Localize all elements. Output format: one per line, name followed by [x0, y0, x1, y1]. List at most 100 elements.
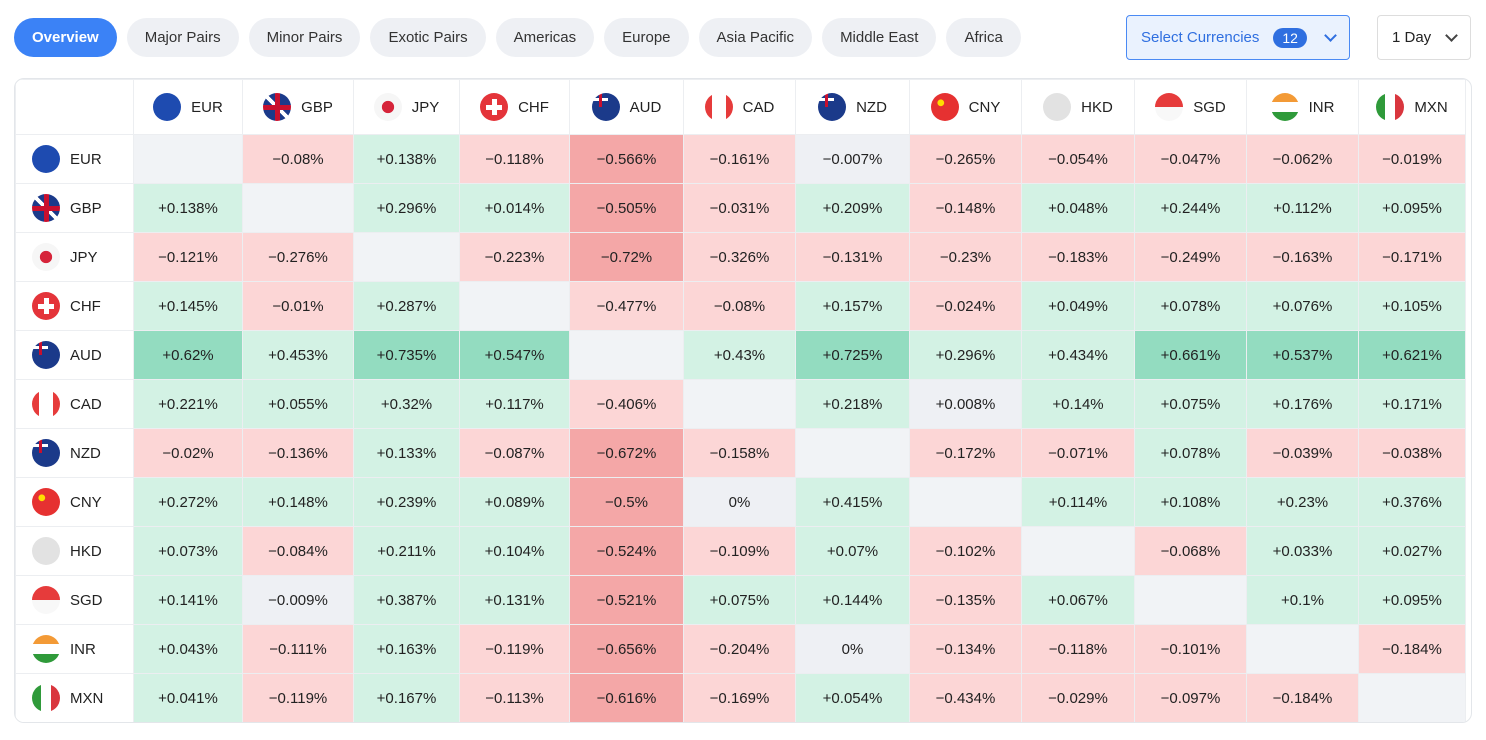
- change-cell[interactable]: +0.661%: [1134, 330, 1247, 380]
- change-cell[interactable]: +0.048%: [1021, 183, 1135, 233]
- change-cell[interactable]: +0.296%: [909, 330, 1022, 380]
- change-cell[interactable]: +0.067%: [1021, 575, 1135, 625]
- change-cell[interactable]: +0.453%: [242, 330, 354, 380]
- change-cell[interactable]: −0.148%: [909, 183, 1022, 233]
- change-cell[interactable]: −0.23%: [909, 232, 1022, 282]
- change-cell[interactable]: −0.169%: [683, 673, 796, 722]
- change-cell[interactable]: +0.176%: [1246, 379, 1359, 429]
- change-cell[interactable]: +0.041%: [133, 673, 243, 722]
- change-cell[interactable]: −0.02%: [133, 428, 243, 478]
- change-cell[interactable]: −0.184%: [1358, 624, 1466, 674]
- change-cell[interactable]: +0.415%: [795, 477, 910, 527]
- change-cell[interactable]: −0.039%: [1246, 428, 1359, 478]
- change-cell[interactable]: +0.117%: [459, 379, 570, 429]
- change-cell[interactable]: +0.735%: [353, 330, 460, 380]
- change-cell[interactable]: +0.055%: [242, 379, 354, 429]
- change-cell[interactable]: −0.084%: [242, 526, 354, 576]
- change-cell[interactable]: +0.144%: [795, 575, 910, 625]
- change-cell[interactable]: +0.62%: [133, 330, 243, 380]
- change-cell[interactable]: −0.184%: [1246, 673, 1359, 722]
- change-cell[interactable]: −0.158%: [683, 428, 796, 478]
- change-cell[interactable]: −0.249%: [1134, 232, 1247, 282]
- change-cell[interactable]: −0.223%: [459, 232, 570, 282]
- change-cell[interactable]: −0.118%: [1021, 624, 1135, 674]
- change-cell[interactable]: −0.406%: [569, 379, 684, 429]
- change-cell[interactable]: −0.019%: [1358, 134, 1466, 184]
- change-cell[interactable]: +0.07%: [795, 526, 910, 576]
- change-cell[interactable]: −0.434%: [909, 673, 1022, 722]
- change-cell[interactable]: 0%: [795, 624, 910, 674]
- change-cell[interactable]: −0.566%: [569, 134, 684, 184]
- change-cell[interactable]: +0.112%: [1246, 183, 1359, 233]
- change-cell[interactable]: −0.163%: [1246, 232, 1359, 282]
- change-cell[interactable]: +0.14%: [1021, 379, 1135, 429]
- change-cell[interactable]: −0.024%: [909, 281, 1022, 331]
- change-cell[interactable]: +0.1%: [1246, 575, 1359, 625]
- change-cell[interactable]: −0.326%: [683, 232, 796, 282]
- change-cell[interactable]: −0.071%: [1021, 428, 1135, 478]
- change-cell[interactable]: +0.171%: [1358, 379, 1466, 429]
- change-cell[interactable]: −0.121%: [133, 232, 243, 282]
- change-cell[interactable]: −0.047%: [1134, 134, 1247, 184]
- change-cell[interactable]: −0.616%: [569, 673, 684, 722]
- tab[interactable]: Overview: [14, 18, 117, 57]
- change-cell[interactable]: −0.172%: [909, 428, 1022, 478]
- change-cell[interactable]: −0.009%: [242, 575, 354, 625]
- change-cell[interactable]: −0.08%: [242, 134, 354, 184]
- change-cell[interactable]: +0.376%: [1358, 477, 1466, 527]
- change-cell[interactable]: −0.118%: [459, 134, 570, 184]
- change-cell[interactable]: −0.062%: [1246, 134, 1359, 184]
- change-cell[interactable]: +0.138%: [133, 183, 243, 233]
- change-cell[interactable]: +0.244%: [1134, 183, 1247, 233]
- change-cell[interactable]: +0.138%: [353, 134, 460, 184]
- change-cell[interactable]: −0.119%: [459, 624, 570, 674]
- change-cell[interactable]: +0.148%: [242, 477, 354, 527]
- change-cell[interactable]: +0.141%: [133, 575, 243, 625]
- change-cell[interactable]: +0.075%: [1134, 379, 1247, 429]
- change-cell[interactable]: +0.167%: [353, 673, 460, 722]
- change-cell[interactable]: +0.296%: [353, 183, 460, 233]
- change-cell[interactable]: +0.434%: [1021, 330, 1135, 380]
- change-cell[interactable]: +0.095%: [1358, 575, 1466, 625]
- change-cell[interactable]: −0.08%: [683, 281, 796, 331]
- change-cell[interactable]: +0.211%: [353, 526, 460, 576]
- change-cell[interactable]: +0.104%: [459, 526, 570, 576]
- change-cell[interactable]: −0.276%: [242, 232, 354, 282]
- change-cell[interactable]: +0.32%: [353, 379, 460, 429]
- change-cell[interactable]: +0.43%: [683, 330, 796, 380]
- change-cell[interactable]: +0.033%: [1246, 526, 1359, 576]
- period-select[interactable]: 1 Day: [1377, 15, 1471, 60]
- change-cell[interactable]: −0.109%: [683, 526, 796, 576]
- tab[interactable]: Exotic Pairs: [370, 18, 486, 57]
- change-cell[interactable]: +0.287%: [353, 281, 460, 331]
- change-cell[interactable]: −0.01%: [242, 281, 354, 331]
- change-cell[interactable]: +0.014%: [459, 183, 570, 233]
- change-cell[interactable]: −0.656%: [569, 624, 684, 674]
- change-cell[interactable]: −0.119%: [242, 673, 354, 722]
- change-cell[interactable]: +0.221%: [133, 379, 243, 429]
- change-cell[interactable]: +0.23%: [1246, 477, 1359, 527]
- change-cell[interactable]: −0.171%: [1358, 232, 1466, 282]
- change-cell[interactable]: −0.524%: [569, 526, 684, 576]
- change-cell[interactable]: +0.547%: [459, 330, 570, 380]
- change-cell[interactable]: +0.239%: [353, 477, 460, 527]
- change-cell[interactable]: −0.265%: [909, 134, 1022, 184]
- change-cell[interactable]: +0.387%: [353, 575, 460, 625]
- tab[interactable]: Europe: [604, 18, 689, 57]
- tab[interactable]: Africa: [946, 18, 1021, 57]
- change-cell[interactable]: −0.031%: [683, 183, 796, 233]
- change-cell[interactable]: +0.537%: [1246, 330, 1359, 380]
- change-cell[interactable]: −0.505%: [569, 183, 684, 233]
- tab[interactable]: Americas: [495, 18, 595, 57]
- change-cell[interactable]: −0.087%: [459, 428, 570, 478]
- change-cell[interactable]: +0.073%: [133, 526, 243, 576]
- change-cell[interactable]: +0.272%: [133, 477, 243, 527]
- change-cell[interactable]: +0.027%: [1358, 526, 1466, 576]
- change-cell[interactable]: −0.72%: [569, 232, 684, 282]
- change-cell[interactable]: +0.725%: [795, 330, 910, 380]
- change-cell[interactable]: +0.218%: [795, 379, 910, 429]
- tab[interactable]: Asia Pacific: [698, 18, 813, 57]
- tab[interactable]: Minor Pairs: [248, 18, 361, 57]
- currency-select[interactable]: Select Currencies 12: [1126, 15, 1350, 60]
- change-cell[interactable]: +0.108%: [1134, 477, 1247, 527]
